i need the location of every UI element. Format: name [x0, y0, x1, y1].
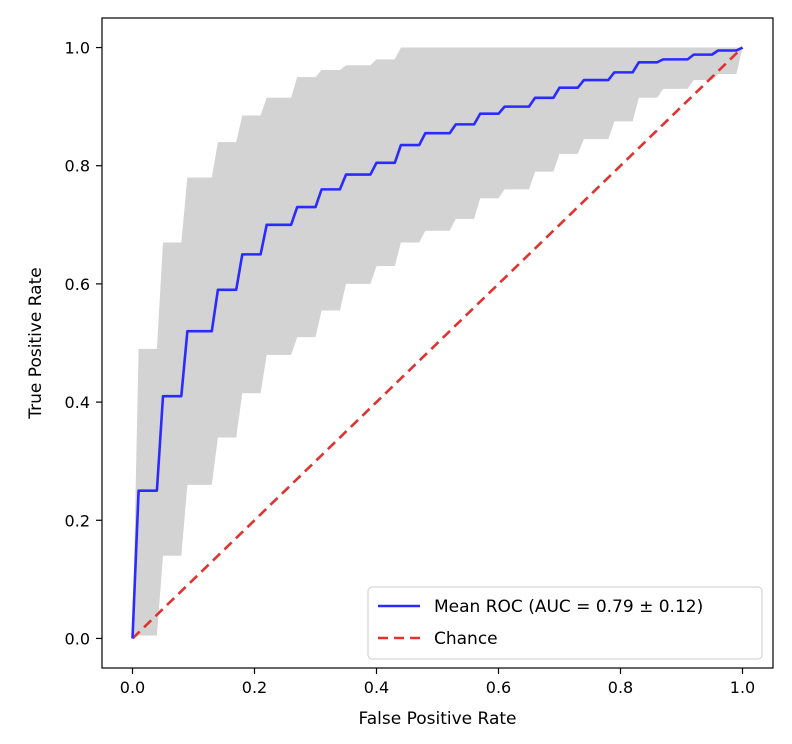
plot-area-frame	[101, 17, 774, 669]
std-band-layer	[132, 47, 743, 639]
x-axis-title: False Positive Rate	[359, 709, 517, 729]
series-layer	[131, 46, 744, 640]
x-tick-label: 0.0	[120, 678, 145, 697]
legend: Mean ROC (AUC = 0.79 ± 0.12) Chance	[367, 586, 763, 660]
std-band	[132, 47, 743, 639]
legend-label-chance: Chance	[434, 629, 498, 649]
y-tick-label: 0.0	[65, 629, 90, 648]
x-tick-label: 0.4	[364, 678, 389, 697]
y-axis-title: True Positive Rate	[26, 267, 46, 419]
legend-label-mean-roc: Mean ROC (AUC = 0.79 ± 0.12)	[434, 597, 703, 617]
x-tick-label: 1.0	[730, 678, 755, 697]
x-tick-label: 0.6	[486, 678, 511, 697]
x-tick-label: 0.2	[242, 678, 267, 697]
mean-roc-line	[131, 46, 744, 639]
y-tick-label: 0.8	[65, 157, 90, 176]
chance-line	[131, 46, 744, 640]
y-tick-label: 1.0	[65, 39, 90, 58]
x-axis: 0.0 0.2 0.4 0.6 0.8 1.0	[120, 668, 755, 697]
y-axis: 0.0 0.2 0.4 0.6 0.8 1.0	[65, 39, 102, 648]
legend-box	[367, 586, 763, 660]
y-tick-label: 0.2	[65, 511, 90, 530]
y-tick-label: 0.6	[65, 275, 90, 294]
y-tick-label: 0.4	[65, 393, 90, 412]
x-tick-label: 0.8	[608, 678, 633, 697]
